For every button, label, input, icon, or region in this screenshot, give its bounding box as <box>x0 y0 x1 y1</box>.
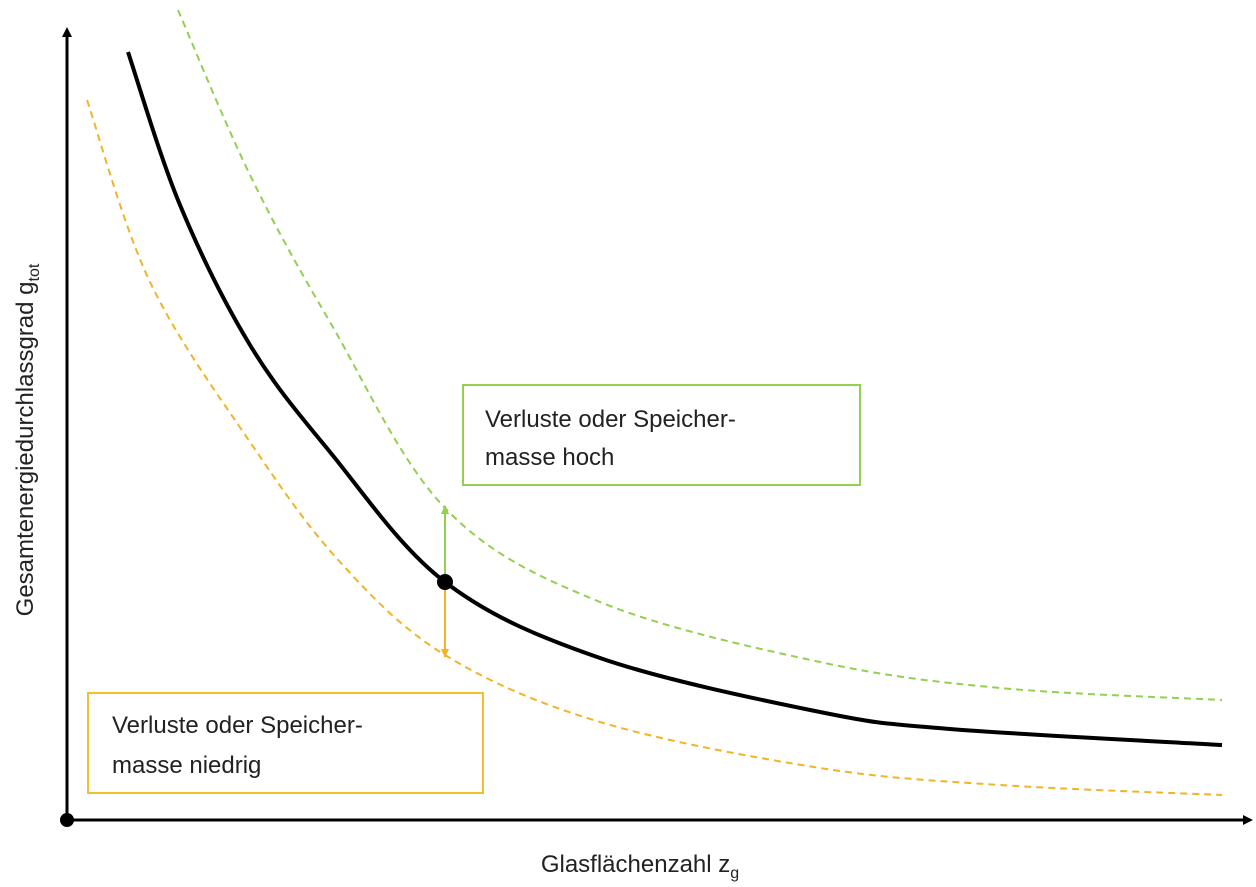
curve-high <box>177 9 1223 701</box>
box-text: masse hoch <box>485 444 614 471</box>
box-text: Verluste oder Speicher- <box>485 406 736 433</box>
box-text: masse niedrig <box>112 752 261 779</box>
origin <box>60 813 74 827</box>
curve-main <box>126 51 1223 747</box>
box-text: Verluste oder Speicher- <box>112 712 363 739</box>
label-sub: tot <box>26 263 43 281</box>
x-axis-label: Glasflächenzahl zg <box>541 851 739 882</box>
label-sub: g <box>730 865 739 882</box>
curve-low <box>86 99 1223 796</box>
box-high <box>462 384 861 486</box>
label-text: Glasflächenzahl z <box>541 851 730 878</box>
label-text: Gesamtenergiedurchlassgrad g <box>12 281 39 616</box>
y-axis-label: Gesamtenergiedurchlassgrad gtot <box>12 263 43 616</box>
box-low <box>87 692 484 794</box>
point <box>437 574 453 590</box>
